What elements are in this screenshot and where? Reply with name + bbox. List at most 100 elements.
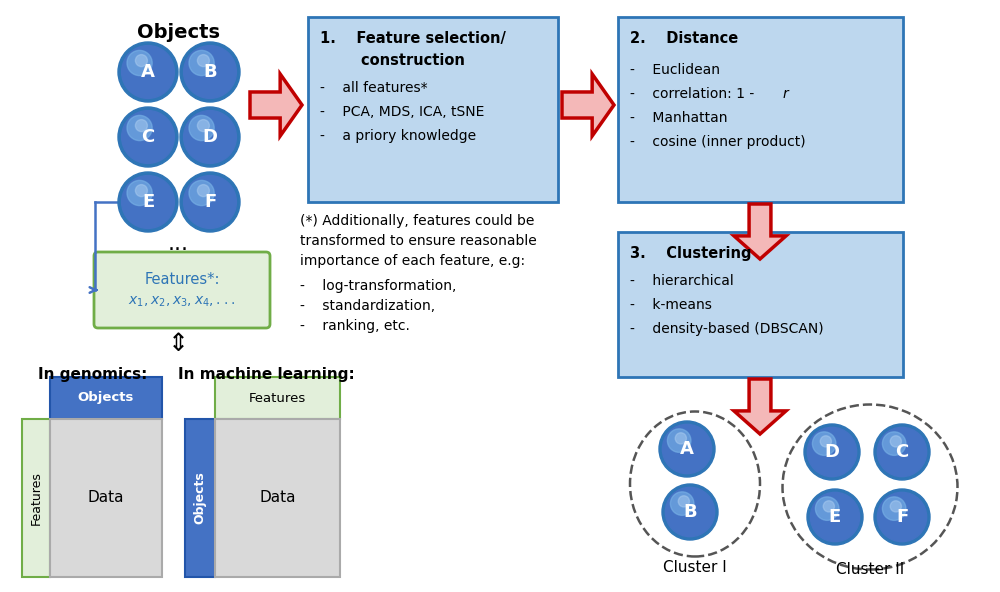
Text: 2.    Distance: 2. Distance bbox=[630, 31, 738, 46]
Text: E: E bbox=[829, 508, 841, 526]
Text: Objects: Objects bbox=[194, 472, 207, 525]
Circle shape bbox=[877, 493, 927, 542]
FancyBboxPatch shape bbox=[22, 419, 50, 577]
Polygon shape bbox=[562, 74, 614, 136]
FancyBboxPatch shape bbox=[618, 17, 903, 202]
Circle shape bbox=[882, 497, 906, 520]
Circle shape bbox=[127, 50, 152, 76]
Text: -    standardization,: - standardization, bbox=[300, 299, 435, 313]
Text: (*) Additionally, features could be: (*) Additionally, features could be bbox=[300, 214, 534, 228]
Text: A: A bbox=[680, 440, 694, 458]
Circle shape bbox=[197, 120, 209, 131]
Text: ...: ... bbox=[168, 234, 188, 254]
Text: -    ranking, etc.: - ranking, etc. bbox=[300, 319, 410, 333]
Circle shape bbox=[820, 436, 831, 447]
Circle shape bbox=[804, 424, 860, 480]
FancyBboxPatch shape bbox=[308, 17, 558, 202]
Circle shape bbox=[678, 496, 689, 507]
Circle shape bbox=[807, 489, 863, 545]
FancyBboxPatch shape bbox=[185, 419, 215, 577]
Text: transformed to ensure reasonable: transformed to ensure reasonable bbox=[300, 234, 537, 248]
Polygon shape bbox=[734, 204, 786, 259]
FancyBboxPatch shape bbox=[94, 252, 270, 328]
Circle shape bbox=[662, 484, 718, 540]
Text: -    a priory knowledge: - a priory knowledge bbox=[320, 129, 476, 143]
Circle shape bbox=[135, 54, 147, 67]
Text: B: B bbox=[683, 503, 697, 521]
Circle shape bbox=[675, 433, 686, 444]
Circle shape bbox=[882, 432, 906, 455]
Text: $x_1, x_2, x_3, x_4,...$: $x_1, x_2, x_3, x_4,...$ bbox=[128, 295, 236, 309]
Text: 3.    Clustering: 3. Clustering bbox=[630, 246, 752, 261]
FancyBboxPatch shape bbox=[50, 377, 162, 419]
Text: In machine learning:: In machine learning: bbox=[178, 367, 355, 382]
Circle shape bbox=[874, 424, 930, 480]
Circle shape bbox=[890, 436, 901, 447]
Text: Cluster II: Cluster II bbox=[836, 562, 904, 578]
FancyBboxPatch shape bbox=[618, 232, 903, 377]
Circle shape bbox=[127, 181, 152, 205]
Text: A: A bbox=[141, 63, 155, 81]
Circle shape bbox=[189, 115, 214, 141]
Circle shape bbox=[890, 501, 901, 512]
Text: -    hierarchical: - hierarchical bbox=[630, 274, 734, 288]
Text: C: C bbox=[895, 443, 909, 461]
Text: ⇕: ⇕ bbox=[168, 332, 188, 356]
Circle shape bbox=[874, 489, 930, 545]
Text: 1.    Feature selection/: 1. Feature selection/ bbox=[320, 31, 506, 46]
Text: Features*:: Features*: bbox=[144, 272, 220, 288]
Circle shape bbox=[127, 115, 152, 141]
Circle shape bbox=[135, 185, 147, 197]
Circle shape bbox=[122, 46, 174, 98]
Text: construction: construction bbox=[320, 53, 465, 68]
Text: D: D bbox=[824, 443, 840, 461]
Circle shape bbox=[189, 50, 214, 76]
Text: Cluster I: Cluster I bbox=[663, 559, 727, 574]
Circle shape bbox=[807, 427, 857, 477]
Text: -    Manhattan: - Manhattan bbox=[630, 111, 728, 125]
FancyBboxPatch shape bbox=[50, 419, 162, 577]
Text: E: E bbox=[142, 193, 154, 211]
Text: -    cosine (inner product): - cosine (inner product) bbox=[630, 135, 806, 149]
Circle shape bbox=[815, 497, 839, 520]
Circle shape bbox=[184, 111, 236, 163]
Text: F: F bbox=[204, 193, 216, 211]
Circle shape bbox=[659, 421, 715, 477]
Circle shape bbox=[197, 54, 209, 67]
Circle shape bbox=[667, 429, 691, 452]
Text: -    all features*: - all features* bbox=[320, 81, 428, 95]
Circle shape bbox=[823, 501, 834, 512]
Circle shape bbox=[670, 492, 694, 516]
Circle shape bbox=[184, 46, 236, 98]
Circle shape bbox=[812, 432, 836, 455]
Circle shape bbox=[118, 172, 178, 232]
Circle shape bbox=[662, 424, 712, 474]
Text: F: F bbox=[896, 508, 908, 526]
Text: Data: Data bbox=[259, 491, 296, 506]
Circle shape bbox=[180, 42, 240, 102]
Text: Data: Data bbox=[88, 491, 124, 506]
Text: -    density-based (DBSCAN): - density-based (DBSCAN) bbox=[630, 322, 824, 336]
Text: Objects: Objects bbox=[136, 22, 220, 41]
Circle shape bbox=[122, 111, 174, 163]
Circle shape bbox=[184, 176, 236, 229]
Circle shape bbox=[665, 487, 715, 536]
Text: -    k-means: - k-means bbox=[630, 298, 712, 312]
Polygon shape bbox=[734, 379, 786, 434]
Text: importance of each feature, e.g:: importance of each feature, e.g: bbox=[300, 254, 525, 268]
Circle shape bbox=[122, 176, 174, 229]
Circle shape bbox=[197, 185, 209, 197]
Circle shape bbox=[135, 120, 147, 131]
Text: B: B bbox=[203, 63, 217, 81]
Text: -    PCA, MDS, ICA, tSNE: - PCA, MDS, ICA, tSNE bbox=[320, 105, 484, 119]
Text: Objects: Objects bbox=[78, 391, 134, 404]
Circle shape bbox=[877, 427, 927, 477]
Circle shape bbox=[180, 107, 240, 167]
Circle shape bbox=[189, 181, 214, 205]
Polygon shape bbox=[250, 74, 302, 136]
Circle shape bbox=[810, 493, 860, 542]
Text: -    correlation: 1 -: - correlation: 1 - bbox=[630, 87, 759, 101]
Circle shape bbox=[118, 42, 178, 102]
FancyBboxPatch shape bbox=[215, 419, 340, 577]
Text: -    Euclidean: - Euclidean bbox=[630, 63, 720, 77]
